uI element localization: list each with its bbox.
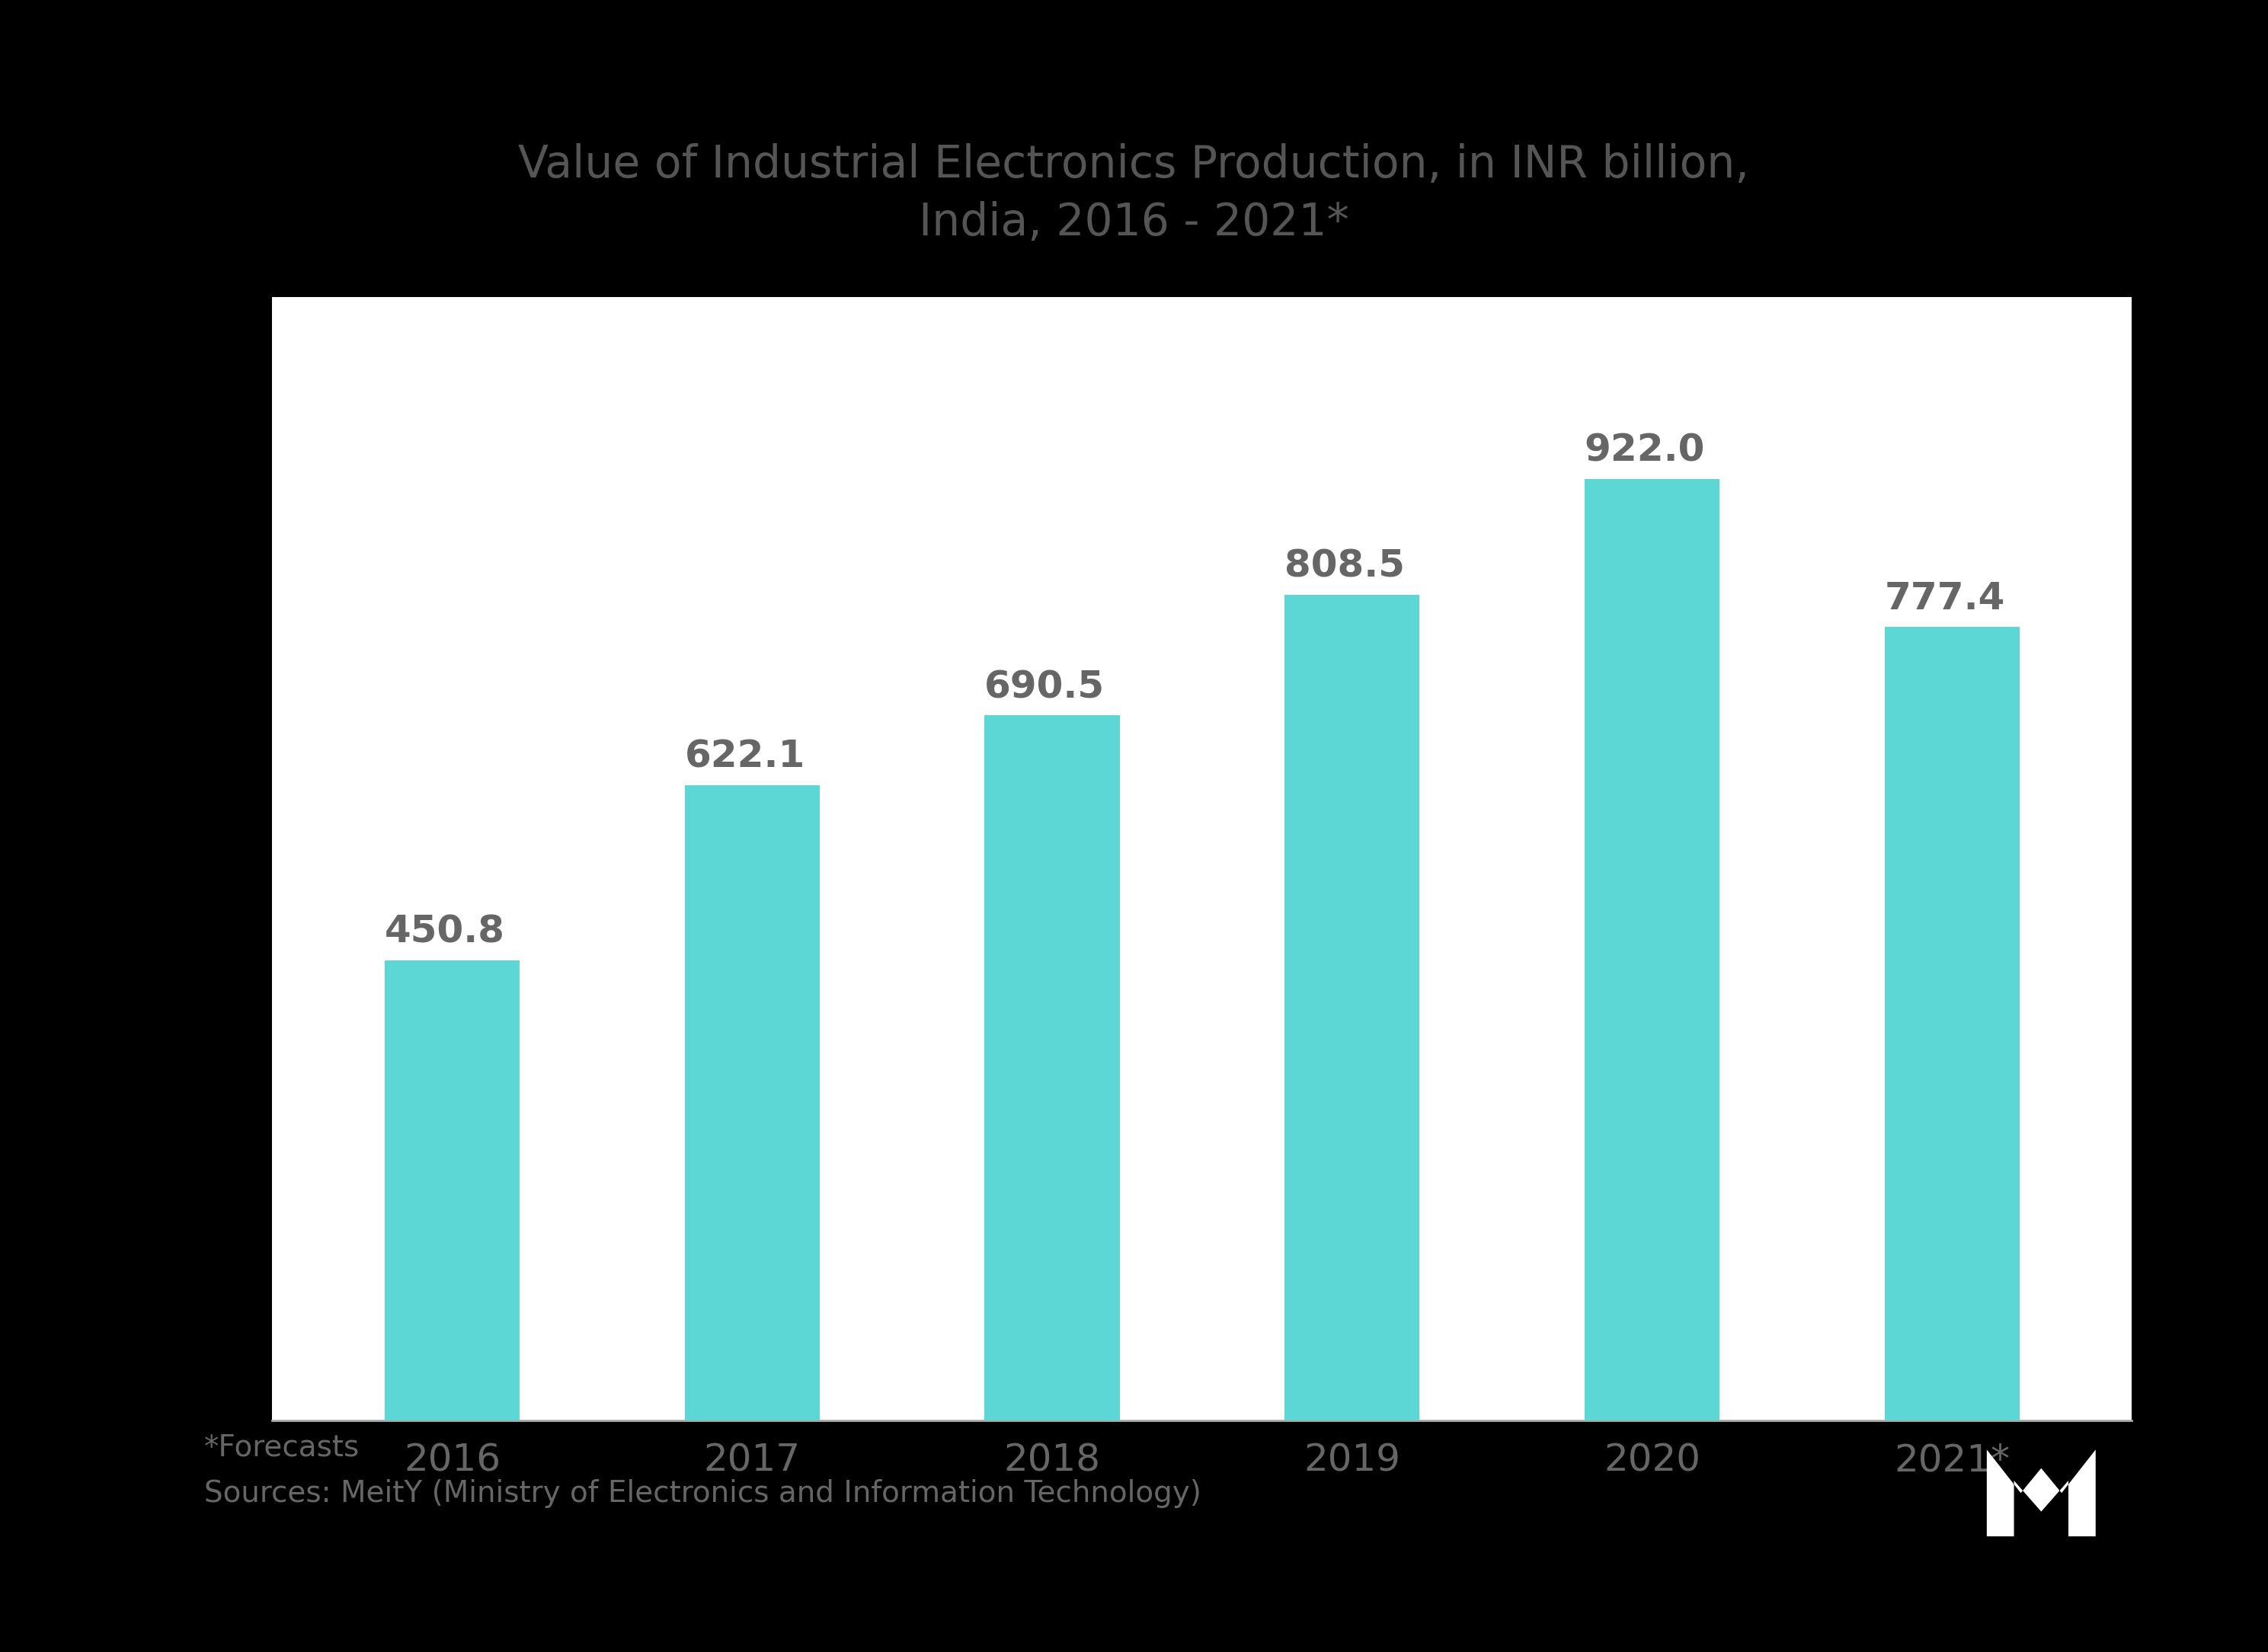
Text: *Forecasts: *Forecasts — [204, 1432, 361, 1462]
Bar — [1885, 626, 2019, 1421]
Text: Sources: MeitY (Ministry of Electronics and Information Technology): Sources: MeitY (Ministry of Electronics … — [204, 1479, 1202, 1508]
Bar — [1284, 595, 1420, 1421]
Text: 922.0: 922.0 — [1585, 433, 1706, 469]
Bar — [685, 785, 819, 1421]
Bar — [386, 960, 519, 1421]
Text: 808.5: 808.5 — [1284, 548, 1404, 585]
Text: 690.5: 690.5 — [984, 669, 1105, 705]
Bar — [1585, 479, 1719, 1421]
Text: 777.4: 777.4 — [1885, 580, 2005, 616]
Bar — [984, 715, 1120, 1421]
Polygon shape — [1987, 1450, 2096, 1536]
Text: 622.1: 622.1 — [685, 738, 805, 775]
Text: 450.8: 450.8 — [386, 914, 506, 950]
Text: Value of Industrial Electronics Production, in INR billion,: Value of Industrial Electronics Producti… — [519, 144, 1749, 187]
Text: India, 2016 - 2021*: India, 2016 - 2021* — [919, 202, 1349, 244]
